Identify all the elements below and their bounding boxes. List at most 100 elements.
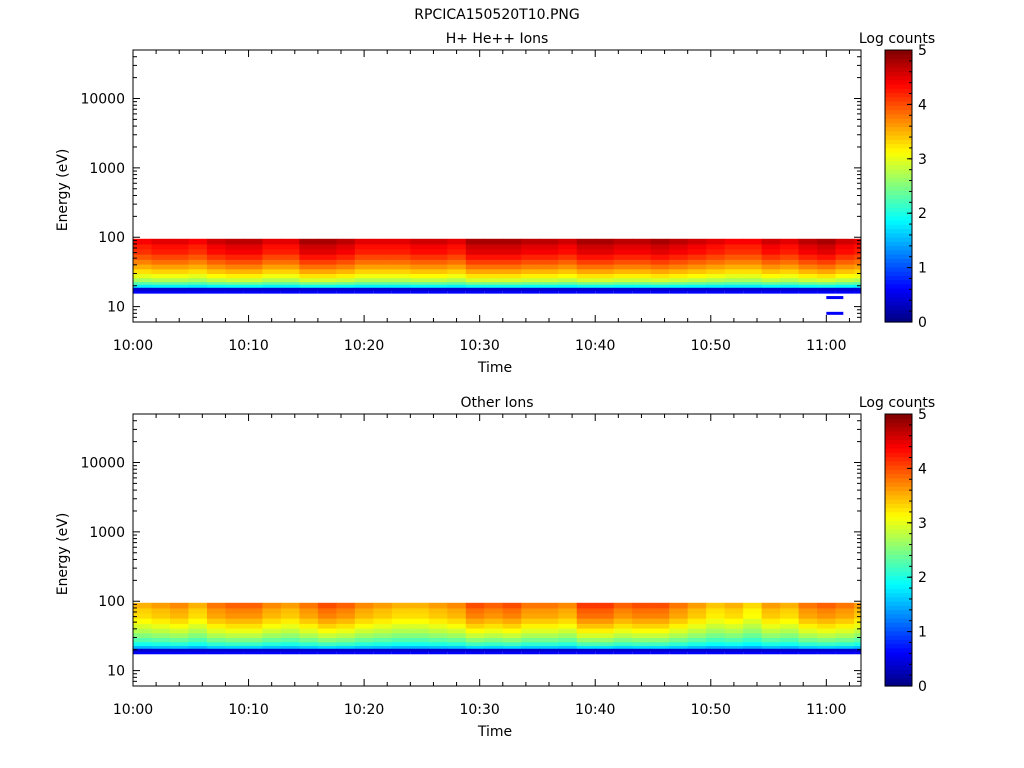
heatmap-cell [502, 248, 522, 255]
heatmap-cell [188, 254, 208, 260]
heatmap-cell [854, 259, 862, 265]
heatmap-cell [133, 264, 152, 270]
heatmap-cell [706, 273, 726, 279]
colorbar-tick-label: 2 [918, 206, 927, 222]
heatmap-cell [780, 287, 800, 292]
heatmap-cell [632, 277, 652, 283]
heatmap-cell [502, 273, 522, 279]
heatmap-cell [169, 651, 189, 655]
heatmap-cell [391, 637, 411, 643]
heatmap-cell [613, 651, 633, 655]
heatmap-cell [391, 618, 411, 624]
heatmap-cell [632, 612, 652, 619]
heatmap-cell [613, 243, 633, 250]
heatmap-cell [595, 264, 615, 270]
heatmap-cell [613, 641, 633, 647]
heatmap-cell [447, 277, 467, 283]
x-tick-label: 10:10 [228, 338, 268, 354]
heatmap-cell [650, 238, 670, 245]
heatmap-cell [595, 618, 615, 624]
heatmap-cell [558, 618, 578, 624]
heatmap-cell [465, 264, 485, 270]
colorbar-swatch [885, 418, 912, 424]
heatmap-cell [687, 618, 707, 624]
colorbar-swatch [885, 422, 912, 428]
heatmap-cell [225, 238, 245, 245]
heatmap-cell [151, 602, 171, 609]
heatmap-cell [706, 602, 726, 609]
heatmap-cell [188, 648, 208, 652]
heatmap-cell [854, 254, 862, 260]
heatmap-cell [317, 248, 337, 255]
heatmap-cell [650, 637, 670, 643]
heatmap-cell [669, 607, 689, 614]
heatmap-cell [428, 268, 448, 275]
heatmap-cell [317, 651, 337, 655]
heatmap-cell [391, 602, 411, 609]
heatmap-cell [539, 623, 559, 629]
heatmap-cell [632, 651, 651, 655]
heatmap-cell [410, 259, 430, 265]
heatmap-cell [280, 632, 300, 639]
heatmap-cell [280, 273, 300, 279]
colorbar-tick-label: 1 [918, 261, 927, 277]
heatmap-cell [336, 602, 356, 609]
heatmap-cell [687, 637, 707, 643]
heatmap-cell [595, 273, 615, 279]
heatmap-cell [206, 612, 226, 619]
heatmap-cell [354, 248, 374, 255]
heatmap-cell [798, 612, 818, 619]
heatmap-cell [206, 623, 226, 629]
heatmap-cell [539, 243, 559, 250]
heatmap-cell [650, 623, 670, 629]
heatmap-cell [650, 651, 670, 655]
heatmap-cell [133, 632, 152, 639]
heatmap-cell [743, 612, 763, 619]
heatmap-cell [576, 254, 596, 260]
heatmap-cell [151, 651, 170, 655]
heatmap-cell [133, 248, 152, 255]
heatmap-cell [558, 602, 578, 609]
heatmap-cell [613, 248, 633, 255]
heatmap-cell [447, 264, 467, 270]
heatmap-cell [687, 268, 707, 275]
heatmap-cell [336, 259, 356, 265]
heatmap-cell [280, 238, 300, 245]
y-tick-label: 10 [107, 300, 125, 316]
heatmap-cell [243, 648, 263, 652]
heatmap-cell [632, 645, 652, 649]
x-axis-label: Time [477, 360, 512, 376]
heatmap-cell [854, 243, 862, 250]
colorbar-swatch [885, 279, 912, 285]
heatmap-cell [595, 248, 615, 255]
heatmap-cell [780, 612, 800, 619]
heatmap-cell [650, 648, 670, 652]
heatmap-cell [225, 264, 245, 270]
heatmap-cell [243, 277, 263, 283]
heatmap-cell [262, 612, 282, 619]
heatmap-cell [854, 645, 862, 649]
colorbar-swatch [885, 681, 912, 687]
colorbar-swatch [885, 482, 912, 487]
heatmap-cell [539, 273, 559, 279]
y-tick-label: 10 [107, 664, 125, 680]
heatmap-cell [336, 281, 356, 285]
colorbar-swatch [885, 511, 912, 517]
heatmap-cell [447, 254, 467, 260]
heatmap-cell [817, 284, 837, 288]
heatmap-cell [336, 632, 356, 639]
colorbar-swatch [885, 147, 912, 153]
heatmap-cell [706, 281, 726, 285]
heatmap-cell [817, 273, 837, 279]
heatmap-cell [428, 284, 448, 288]
heatmap-cell [669, 238, 689, 245]
heatmap-cell [373, 612, 393, 619]
heatmap-cell [613, 290, 633, 294]
heatmap-cell [484, 287, 504, 292]
heatmap-cell [798, 645, 818, 649]
heatmap-cell [817, 645, 837, 649]
heatmap-cell [558, 268, 578, 275]
heatmap-cell [521, 254, 541, 260]
heatmap-cell [262, 259, 282, 265]
heatmap-cell [539, 618, 559, 624]
